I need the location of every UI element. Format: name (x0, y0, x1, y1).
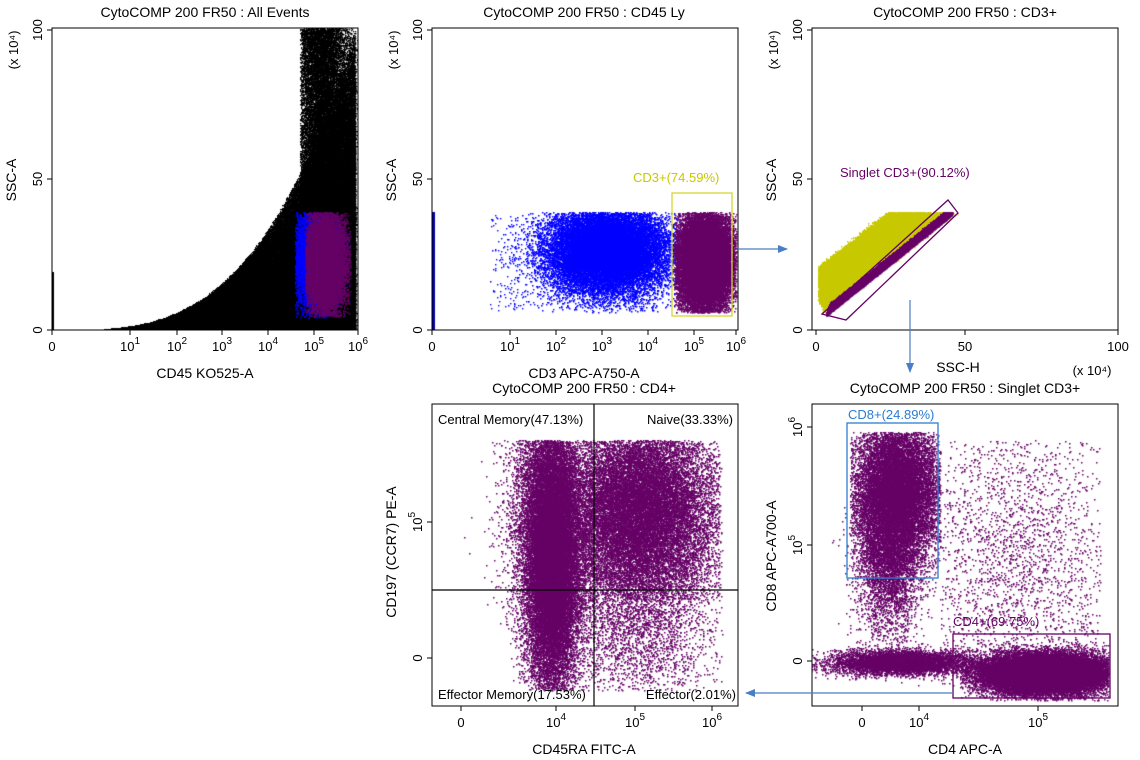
event-density (432, 404, 738, 706)
y-tick-label: 106 (787, 417, 805, 437)
y-tick-label: 0 (790, 657, 805, 664)
cd3-gate (671, 192, 733, 317)
x-tick-label: 0 (428, 339, 435, 354)
singlet-gate-label: Singlet CD3+(90.12%) (840, 165, 970, 180)
event-density (52, 28, 358, 330)
plot-singlet-cd3: CytoCOMP 200 FR50 : Singlet CD3+ CD8+(24… (763, 380, 1119, 757)
plot-title: CytoCOMP 200 FR50 : CD45 Ly (483, 4, 685, 20)
event-density (432, 28, 738, 330)
x-tick-label: 106 (726, 336, 746, 354)
y-tick-label: 105 (407, 512, 425, 532)
y-axis-label: SSC-A (3, 158, 19, 201)
x-axis-label: CD3 APC-A750-A (528, 365, 640, 381)
plot-cd4-positive: CytoCOMP 200 FR50 : CD4+ Central Memory(… (383, 380, 739, 757)
y-tick-label: 105 (787, 535, 805, 555)
y-tick-label: 0 (410, 326, 425, 333)
ticks-layer: 0 104 105 106 0 105 (407, 512, 722, 730)
y-tick-label: 50 (790, 172, 805, 186)
x-tick-label: 103 (212, 336, 232, 354)
x-tick-label: 50 (958, 339, 972, 354)
plot-title: CytoCOMP 200 FR50 : All Events (100, 4, 309, 20)
singlet-gate (820, 199, 959, 321)
cd4-gate (952, 633, 1111, 699)
points-layer (52, 28, 358, 330)
x-tick-label: 104 (638, 336, 658, 354)
plot-title: CytoCOMP 200 FR50 : Singlet CD3+ (850, 380, 1080, 396)
points-layer (432, 404, 738, 706)
x-tick-label: 104 (258, 336, 278, 354)
x-tick-label: 104 (909, 712, 929, 730)
plot-cd3-positive: CytoCOMP 200 FR50 : CD3+ Singlet CD3+(90… (763, 4, 1129, 378)
gating-arrows (738, 245, 953, 697)
y-tick-label: 0 (30, 326, 45, 333)
y-axis-label: SSC-A (383, 158, 399, 201)
y-tick-label: 100 (790, 19, 805, 41)
x-axis-label: SSC-H (936, 359, 980, 375)
x-tick-label: 0 (457, 715, 464, 730)
y-axis-label: CD8 APC-A700-A (763, 500, 779, 612)
quadrant-label-effector: Effector(2.01%) (646, 687, 736, 702)
y-axis-label: CD197 (CCR7) PE-A (383, 486, 399, 618)
y-tick-label: 0 (410, 654, 425, 661)
x-tick-label: 100 (1107, 339, 1129, 354)
quadrant-label-central-memory: Central Memory(47.13%) (438, 412, 583, 427)
quadrant-label-naive: Naive(33.33%) (647, 412, 733, 427)
x-axis-label: CD45RA FITC-A (532, 741, 636, 757)
plot-title: CytoCOMP 200 FR50 : CD3+ (873, 4, 1057, 20)
plot-frame (431, 403, 739, 707)
plot-cd45-ly: CytoCOMP 200 FR50 : CD45 Ly CD3+(74.59%)… (383, 4, 746, 381)
cd8-gate (846, 422, 939, 579)
ticks-layer: 0 50 100 0 50 100 (790, 19, 1129, 354)
x-tick-label: 102 (546, 336, 566, 354)
x-tick-label: 0 (48, 339, 55, 354)
x-tick-label: 105 (304, 336, 324, 354)
points-layer (432, 28, 738, 330)
y-tick-label: 100 (410, 19, 425, 41)
y-scale-label: (x 10⁴) (386, 31, 401, 70)
y-axis-label: SSC-A (763, 158, 779, 201)
x-tick-label: 106 (702, 712, 722, 730)
y-tick-label: 50 (30, 172, 45, 186)
y-scale-label: (x 10⁴) (6, 31, 21, 70)
y-tick-label: 50 (410, 172, 425, 186)
x-tick-label: 106 (348, 336, 368, 354)
plot-all-events: CytoCOMP 200 FR50 : All Events 0 101 102 10… (3, 4, 368, 381)
points-layer (812, 404, 1118, 706)
y-tick-label: 100 (30, 19, 45, 41)
cd8-gate-label: CD8+(24.89%) (848, 407, 934, 422)
x-tick-label: 101 (500, 336, 520, 354)
x-tick-label: 0 (812, 339, 819, 354)
x-axis-label: CD45 KO525-A (156, 365, 254, 381)
points-layer (812, 28, 1118, 330)
cd4-gate-label: CD4+(69.75%) (953, 614, 1039, 629)
y-tick-label: 0 (790, 326, 805, 333)
event-density (812, 404, 1118, 706)
x-tick-label: 103 (592, 336, 612, 354)
x-tick-label: 105 (625, 712, 645, 730)
x-tick-label: 0 (858, 715, 865, 730)
plot-title: CytoCOMP 200 FR50 : CD4+ (492, 380, 676, 396)
x-tick-label: 101 (120, 336, 140, 354)
cd3-gate-label: CD3+(74.59%) (633, 170, 719, 185)
x-tick-label: 105 (684, 336, 704, 354)
event-density (812, 28, 1118, 330)
x-tick-label: 104 (546, 712, 566, 730)
x-tick-label: 105 (1028, 712, 1048, 730)
x-scale-label: (x 10⁴) (1073, 363, 1112, 378)
plot-frame (811, 403, 1119, 707)
quadrant-label-effector-memory: Effector Memory(17.53%) (438, 687, 586, 702)
x-tick-label: 102 (167, 336, 187, 354)
y-scale-label: (x 10⁴) (766, 31, 781, 70)
x-axis-label: CD4 APC-A (928, 741, 1003, 757)
